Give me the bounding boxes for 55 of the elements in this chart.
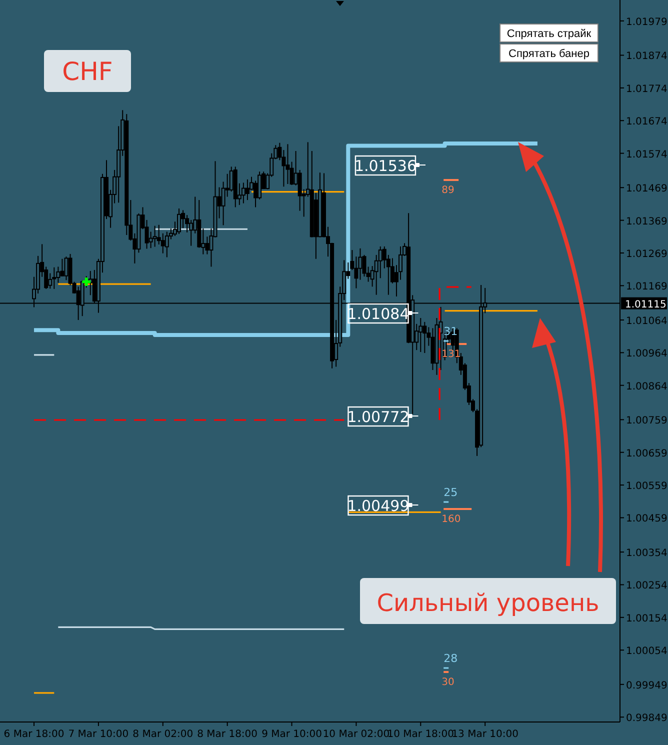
y-tick-label: 0.99949 <box>626 680 668 692</box>
y-tick-label: 1.00459 <box>626 514 668 525</box>
y-tick-label: 1.00054 <box>626 646 668 658</box>
candlestick <box>189 219 194 246</box>
candlestick <box>418 318 423 353</box>
candlestick <box>177 208 181 235</box>
candlestick <box>64 256 68 281</box>
candlestick <box>152 225 157 248</box>
annotation: Спрятать банер <box>508 48 590 60</box>
y-tick-label: 1.01874 <box>626 51 668 62</box>
annotation: 1.01536 <box>354 157 416 175</box>
annotation: 131 <box>442 349 461 360</box>
x-tick-label: 13 Mar 10:00 <box>452 729 518 740</box>
x-tick-label: 9 Mar 10:00 <box>262 729 322 740</box>
y-tick-label: 1.01169 <box>626 282 668 293</box>
y-tick-label: 1.01979 <box>626 16 668 28</box>
candlestick <box>241 182 246 204</box>
y-tick-label: 1.00864 <box>626 381 668 392</box>
x-tick-label: 8 Mar 02:00 <box>132 729 194 740</box>
candlestick <box>52 266 56 290</box>
annotation: 28 <box>444 652 458 665</box>
y-tick-label: 1.01064 <box>626 316 668 327</box>
ref-line-label: 1.01115 <box>625 299 666 310</box>
y-tick-label: 1.00354 <box>626 548 668 560</box>
annotation: 25 <box>444 486 458 499</box>
annotation: 30 <box>442 677 454 688</box>
y-tick-label: 1.01574 <box>626 149 668 160</box>
candlestick <box>286 144 290 185</box>
y-tick-label: 1.00254 <box>626 580 668 592</box>
y-tick-label: 1.00759 <box>626 416 668 427</box>
x-tick-label: 10 Mar 02:00 <box>322 729 390 740</box>
y-tick-label: 1.01369 <box>626 216 668 228</box>
y-tick-label: 1.01674 <box>626 116 668 128</box>
candlestick <box>245 178 250 201</box>
annotation: Сильный уровень <box>376 589 600 617</box>
x-tick-label: 10 Mar 18:00 <box>387 729 454 740</box>
x-tick-label: 8 Mar 18:00 <box>197 729 258 740</box>
annotation: Спрятать страйк <box>506 28 592 40</box>
y-tick-label: 1.00964 <box>626 348 668 360</box>
annotation: CHF <box>62 57 113 86</box>
x-tick-label: 7 Mar 10:00 <box>68 729 129 740</box>
y-tick-label: 1.01774 <box>626 84 668 95</box>
annotation: 89 <box>442 185 454 196</box>
y-tick-label: 0.99849 <box>626 713 668 724</box>
candlestick <box>362 254 366 278</box>
candlestick <box>164 231 169 258</box>
y-tick-label: 1.00659 <box>626 448 668 460</box>
y-tick-label: 1.01269 <box>626 248 668 260</box>
y-tick-label: 1.01469 <box>626 184 668 195</box>
y-tick-label: 1.00154 <box>626 613 668 624</box>
y-tick-label: 1.00559 <box>626 481 668 492</box>
candlestick <box>422 321 427 354</box>
annotation: 31 <box>444 325 458 338</box>
x-tick-label: 6 Mar 18:00 <box>4 729 64 740</box>
annotation: 160 <box>442 514 461 525</box>
